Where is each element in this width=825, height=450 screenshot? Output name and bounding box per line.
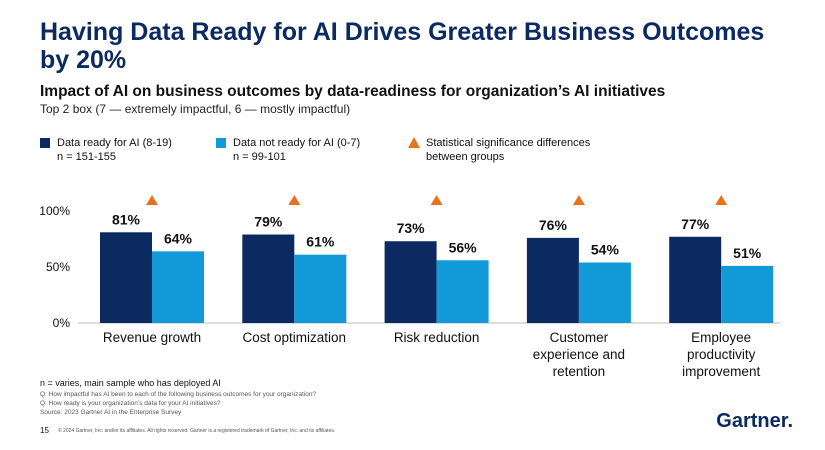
value-label: 76%: [539, 217, 568, 233]
legend-sample: n = 151-155: [57, 151, 117, 163]
bar: [100, 232, 152, 323]
footnote: Q: How ready is your organization’s data…: [40, 400, 221, 407]
footnote: Source: 2023 Gartner AI in the Enterpris…: [40, 409, 182, 416]
significance-marker: [715, 195, 728, 205]
x-tick-label: Revenue growth: [102, 330, 202, 345]
value-label: 79%: [254, 214, 283, 230]
x-tick-label: Customer experience and retention: [532, 330, 626, 379]
y-tick-label: 50%: [46, 260, 70, 274]
value-label: 56%: [449, 239, 478, 255]
logo: Gartner.: [716, 410, 793, 432]
significance-marker: [146, 195, 158, 205]
bar: [294, 254, 347, 323]
significance-marker: [288, 195, 301, 205]
value-label: 61%: [306, 234, 335, 250]
value-label: 77%: [681, 216, 710, 232]
legend-label: Data ready for AI (8-19): [57, 137, 172, 149]
subtitle: Impact of AI on business outcomes by dat…: [40, 83, 666, 100]
footnote: n = varies, main sample who has deployed…: [40, 378, 221, 388]
legend-triangle: [408, 137, 420, 148]
legend-label: Data not ready for AI (0-7): [233, 137, 361, 149]
legend-sample: n = 99-101: [233, 151, 286, 163]
legend-swatch: [216, 138, 226, 148]
title: Having Data Ready for AI Drives Greater …: [40, 18, 765, 74]
bar: [578, 262, 631, 323]
x-tick-label: Risk reduction: [393, 330, 480, 345]
page-number: 15: [40, 426, 49, 435]
significance-marker: [430, 195, 443, 205]
legend-swatch: [40, 138, 50, 148]
significance-marker: [572, 195, 585, 205]
bar: [436, 260, 489, 323]
footnote: Q: How impactful has AI been to each of …: [40, 391, 317, 398]
legend-label: Statistical significance differences bet…: [426, 137, 591, 163]
value-label: 73%: [397, 220, 426, 236]
bar: [384, 241, 437, 323]
y-tick-label: 0%: [53, 316, 71, 330]
bar: [721, 265, 774, 323]
value-label: 51%: [733, 245, 762, 261]
note: Top 2 box (7 — extremely impactful, 6 — …: [40, 102, 351, 116]
bar: [669, 236, 722, 323]
value-label: 54%: [591, 242, 620, 258]
value-label: 64%: [164, 230, 193, 246]
copyright: © 2024 Gartner, Inc. and/or its affiliat…: [58, 428, 336, 434]
bar: [152, 251, 204, 323]
value-label: 81%: [112, 211, 141, 227]
x-tick-label: Employee productivity improvement: [682, 330, 761, 379]
bar: [242, 234, 295, 323]
y-tick-label: 100%: [39, 204, 70, 218]
x-tick-label: Cost optimization: [242, 330, 347, 345]
bar: [526, 237, 579, 323]
